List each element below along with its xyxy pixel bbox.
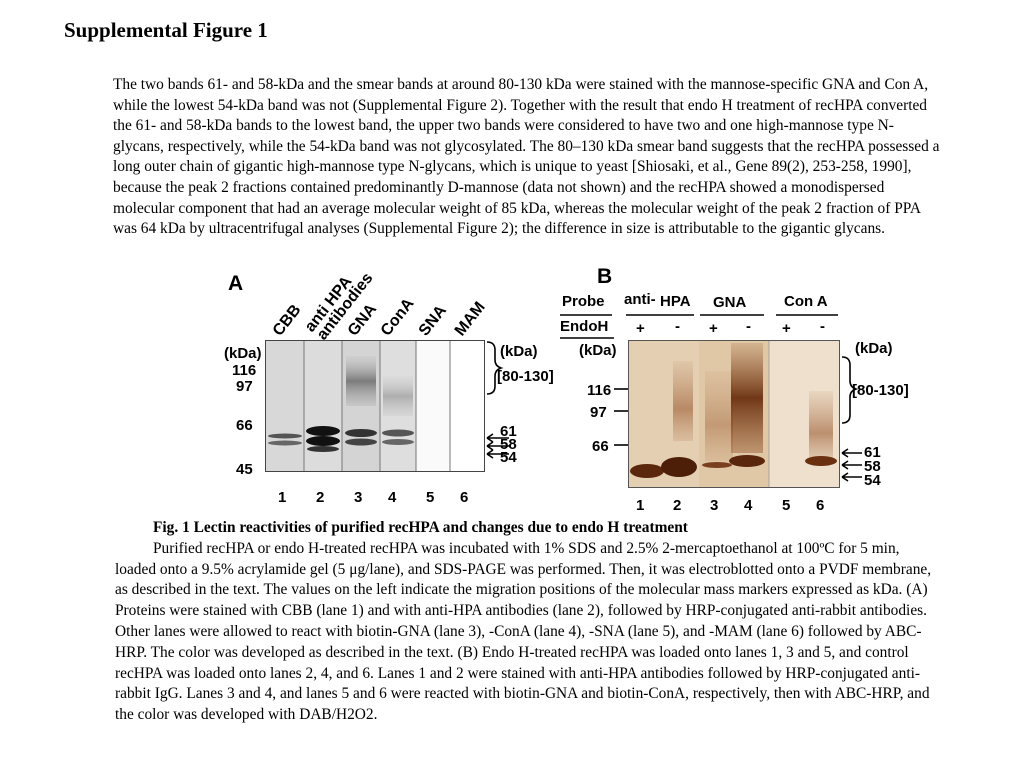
panel-b-smear-range: [80-130] <box>852 382 909 399</box>
sign-lane-5: + <box>782 320 791 337</box>
marker-116: 116 <box>232 362 257 379</box>
sign-lane-2: - <box>675 318 680 335</box>
band-54: 54 <box>500 449 517 466</box>
sign-lane-4: - <box>746 318 751 335</box>
probe-hpa: HPA <box>660 293 691 310</box>
probe-anti: anti- <box>624 291 656 308</box>
caption-body: Purified recHPA or endo H-treated recHPA… <box>115 539 932 724</box>
panel-a-smear-range: [80-130] <box>497 368 554 385</box>
panel-a-kda-right: (kDa) <box>500 343 538 360</box>
lane-number-2: 2 <box>316 489 325 506</box>
lane-header-sna: SNA <box>415 302 451 340</box>
sign-lane-1: + <box>636 320 645 337</box>
page-title: Supplemental Figure 1 <box>64 18 268 42</box>
lane-number-5: 5 <box>426 489 435 506</box>
band-b-61: 61 <box>864 444 881 461</box>
marker-97: 97 <box>236 378 253 395</box>
intro-paragraph: The two bands 61- and 58-kDa and the sme… <box>113 76 940 238</box>
marker-ticks-b <box>614 388 628 446</box>
lane-header-cona: ConA <box>377 295 418 340</box>
lane-b-number-2: 2 <box>673 497 682 514</box>
lane-header-cbb: CBB <box>269 301 305 340</box>
marker-b-97: 97 <box>590 404 607 421</box>
band-58: 58 <box>500 436 517 453</box>
marker-b-66: 66 <box>592 438 609 455</box>
lane-b-number-3: 3 <box>710 497 719 514</box>
endoh-label: EndoH <box>560 318 609 335</box>
lane-b-number-5: 5 <box>782 497 791 514</box>
lane-number-1: 1 <box>278 489 287 506</box>
sign-lane-6: - <box>820 318 825 335</box>
bracket-b <box>841 356 862 482</box>
panel-b-kda-right: (kDa) <box>855 340 893 357</box>
marker-b-116: 116 <box>587 382 612 399</box>
marker-45: 45 <box>236 461 253 478</box>
probe-label: Probe <box>562 293 605 310</box>
panel-a-kda-left: (kDa) <box>224 345 262 362</box>
probe-underlines <box>560 314 838 316</box>
panel-b-kda-left: (kDa) <box>579 342 617 359</box>
lane-b-number-4: 4 <box>744 497 753 514</box>
lane-number-6: 6 <box>460 489 469 506</box>
lane-b-number-6: 6 <box>816 497 825 514</box>
lane-b-number-1: 1 <box>636 497 645 514</box>
endoh-underline <box>560 337 614 339</box>
probe-cona: Con A <box>784 293 828 310</box>
band-b-54: 54 <box>864 472 881 489</box>
band-b-58: 58 <box>864 458 881 475</box>
gel-blot-a <box>265 340 485 472</box>
caption-title: Fig. 1 Lectin reactivities of purified r… <box>153 519 688 536</box>
band-61: 61 <box>500 423 517 440</box>
marker-66: 66 <box>236 417 253 434</box>
sign-lane-3: + <box>709 320 718 337</box>
probe-gna: GNA <box>713 294 747 311</box>
bracket-a <box>486 341 509 459</box>
figure-caption: Fig. 1 Lectin reactivities of purified r… <box>115 518 943 726</box>
gel-blot-b <box>628 340 840 488</box>
panel-b-letter: B <box>597 265 613 288</box>
lane-header-mam: MAM <box>451 298 489 340</box>
lane-number-3: 3 <box>354 489 363 506</box>
panel-a-letter: A <box>228 272 244 295</box>
lane-number-4: 4 <box>388 489 397 506</box>
